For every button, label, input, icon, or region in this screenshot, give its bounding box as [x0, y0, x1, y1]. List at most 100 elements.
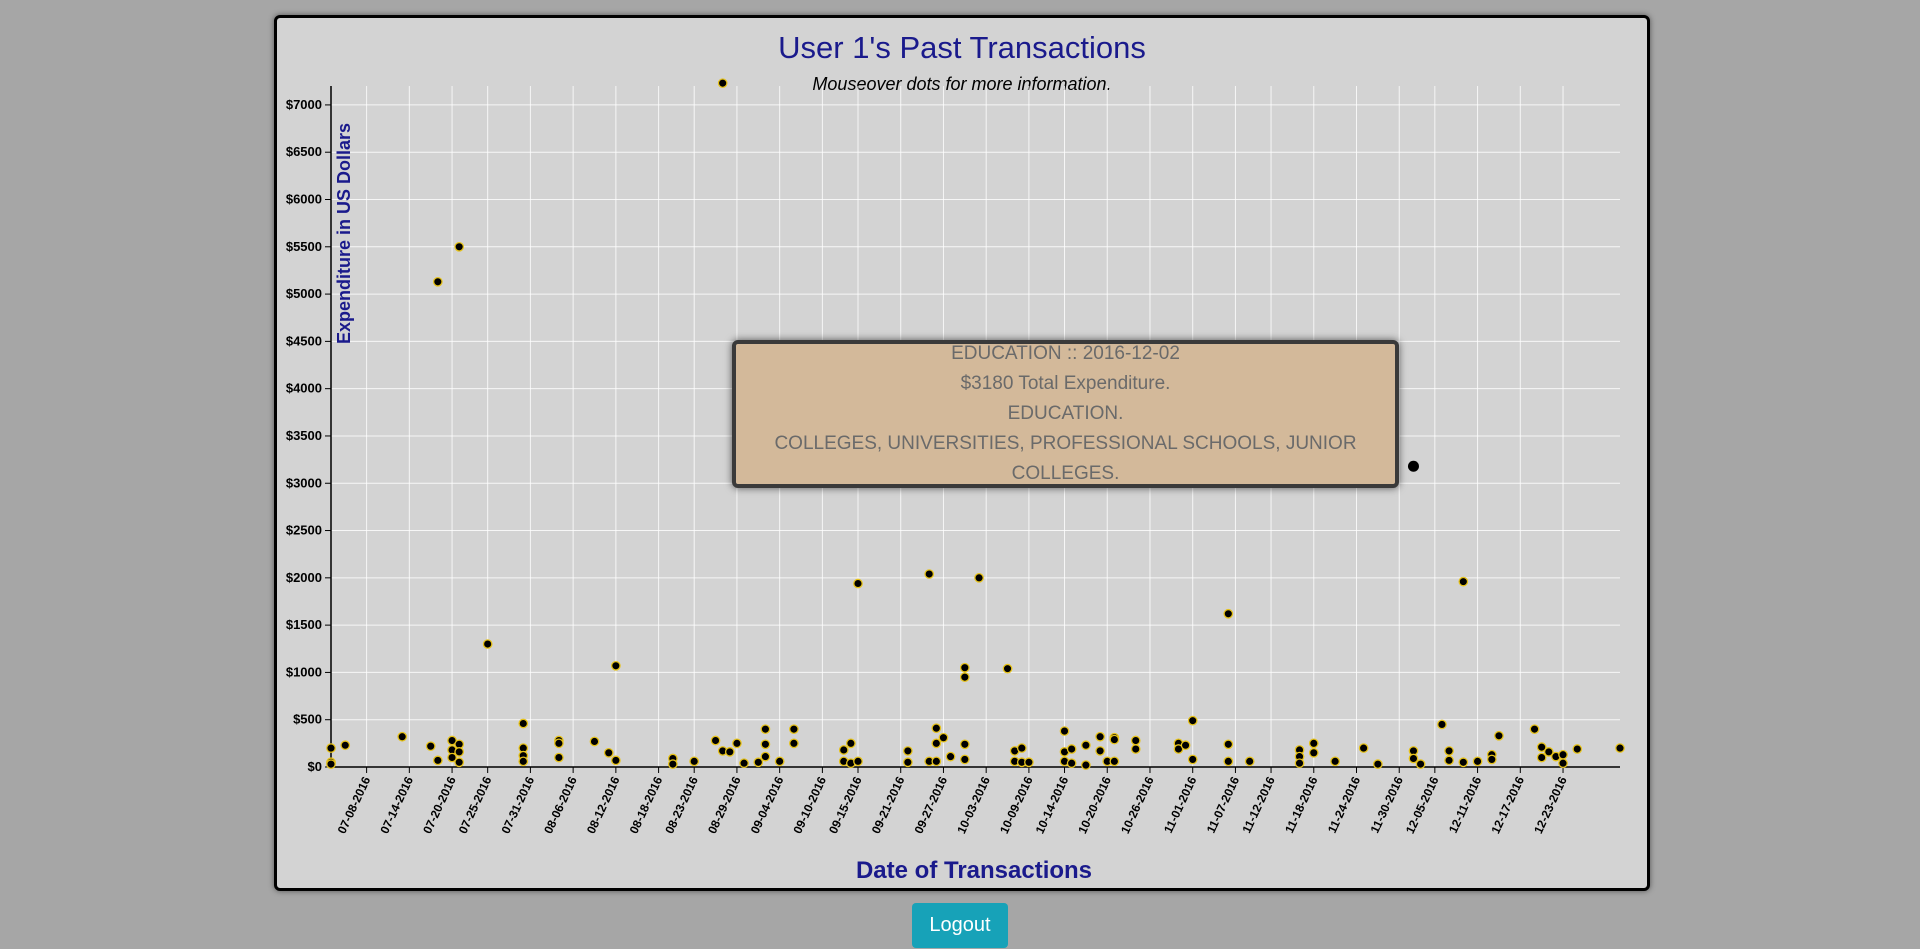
highlighted-data-point	[1407, 460, 1419, 472]
tooltip-description: COLLEGES, UNIVERSITIES, PROFESSIONAL SCH…	[774, 433, 1357, 484]
data-point	[1415, 759, 1426, 770]
data-point	[1095, 746, 1105, 756]
data-point	[1109, 734, 1120, 745]
y-tick-label: $1500	[286, 617, 322, 632]
data-point	[717, 78, 728, 89]
y-tick-label: $1000	[286, 664, 322, 679]
data-point	[554, 752, 564, 763]
data-point	[667, 759, 678, 770]
data-point	[554, 738, 564, 749]
data-point	[789, 724, 799, 735]
data-point	[1066, 744, 1077, 754]
x-tick-label: 11-24-2016	[1325, 774, 1363, 835]
data-point	[924, 569, 935, 579]
data-point	[1373, 759, 1383, 770]
data-point	[1358, 743, 1369, 753]
data-point	[518, 718, 529, 729]
data-point	[1330, 756, 1340, 767]
x-tick-label: 10-20-2016	[1075, 774, 1114, 836]
y-tick-label: $5500	[286, 239, 322, 254]
data-point	[1066, 758, 1077, 769]
data-point	[326, 743, 336, 753]
data-point	[760, 724, 771, 735]
data-point	[838, 745, 849, 755]
data-point	[603, 747, 614, 758]
x-tick-label: 10-14-2016	[1033, 774, 1072, 836]
data-point	[1130, 735, 1141, 746]
data-point	[959, 739, 970, 750]
data-point	[689, 756, 700, 767]
data-point	[1437, 719, 1447, 730]
page-subtitle: Mouseover dots for more information.	[812, 74, 1112, 94]
data-point	[1244, 756, 1255, 767]
data-point	[1536, 742, 1547, 752]
data-point	[938, 732, 949, 743]
x-tick-label: 12-23-2016	[1531, 774, 1570, 836]
data-point	[1458, 757, 1469, 768]
logout-button[interactable]: Logout	[912, 903, 1008, 948]
data-point	[1180, 740, 1191, 751]
data-point	[902, 746, 913, 756]
data-point	[1486, 754, 1497, 765]
data-point	[1408, 753, 1419, 764]
data-point	[1308, 738, 1319, 749]
data-point	[959, 662, 970, 673]
data-point	[846, 738, 856, 749]
data-point	[931, 738, 942, 749]
data-point	[760, 739, 771, 750]
y-tick-label: $6500	[286, 144, 322, 159]
x-tick-label: 11-12-2016	[1239, 774, 1277, 835]
data-point	[789, 738, 799, 749]
x-tick-label: 09-27-2016	[912, 774, 951, 836]
x-tick-label: 11-01-2016	[1161, 774, 1199, 835]
data-point	[739, 758, 749, 769]
data-point	[482, 639, 493, 649]
data-point	[902, 757, 913, 768]
data-point	[945, 751, 956, 762]
tooltip-category: EDUCATION.	[1007, 403, 1124, 424]
data-point	[611, 660, 621, 671]
y-tick-label: $0	[308, 759, 322, 774]
data-point	[1223, 739, 1234, 750]
data-point	[326, 759, 336, 770]
data-point	[454, 241, 465, 252]
x-tick-label: 12-05-2016	[1403, 774, 1442, 836]
data-point	[1494, 730, 1504, 741]
data-point	[1187, 754, 1198, 765]
data-point	[732, 738, 742, 749]
x-tick-label: 09-10-2016	[790, 774, 829, 836]
data-point	[1002, 663, 1013, 674]
x-tick-label: 08-06-2016	[541, 774, 580, 836]
data-point	[931, 723, 942, 734]
data-point	[1444, 755, 1454, 766]
data-point	[959, 754, 970, 765]
x-tick-label: 11-30-2016	[1368, 774, 1406, 835]
data-point	[1458, 576, 1469, 587]
data-point	[1081, 740, 1091, 751]
chart-panel: User 1's Past Transactions Mouseover dot…	[274, 15, 1650, 891]
data-point	[454, 757, 465, 768]
x-tick-label: 09-21-2016	[869, 774, 908, 836]
x-tick-label: 09-15-2016	[826, 774, 865, 836]
x-tick-label: 08-29-2016	[705, 774, 744, 836]
x-axis-label: Date of Transactions	[856, 857, 1092, 884]
data-point	[447, 752, 457, 763]
x-tick-label: 08-18-2016	[627, 774, 666, 836]
data-point	[1016, 743, 1027, 753]
data-point	[1130, 744, 1141, 754]
y-tick-label: $6000	[286, 192, 322, 207]
x-tick-label: 10-26-2016	[1118, 774, 1157, 836]
data-point	[724, 747, 735, 757]
y-tick-label: $7000	[286, 97, 322, 112]
data-point	[454, 747, 465, 757]
data-point	[710, 735, 721, 746]
y-tick-label: $5000	[286, 286, 322, 301]
x-tick-label: 10-03-2016	[954, 774, 993, 836]
data-point	[1081, 760, 1091, 770]
y-tick-label: $3000	[286, 475, 322, 490]
x-tick-label: 09-04-2016	[748, 774, 787, 836]
data-point	[1187, 715, 1198, 726]
data-point	[1536, 752, 1547, 763]
y-tick-label: $2500	[286, 523, 322, 538]
y-tick-label: $500	[293, 712, 322, 727]
